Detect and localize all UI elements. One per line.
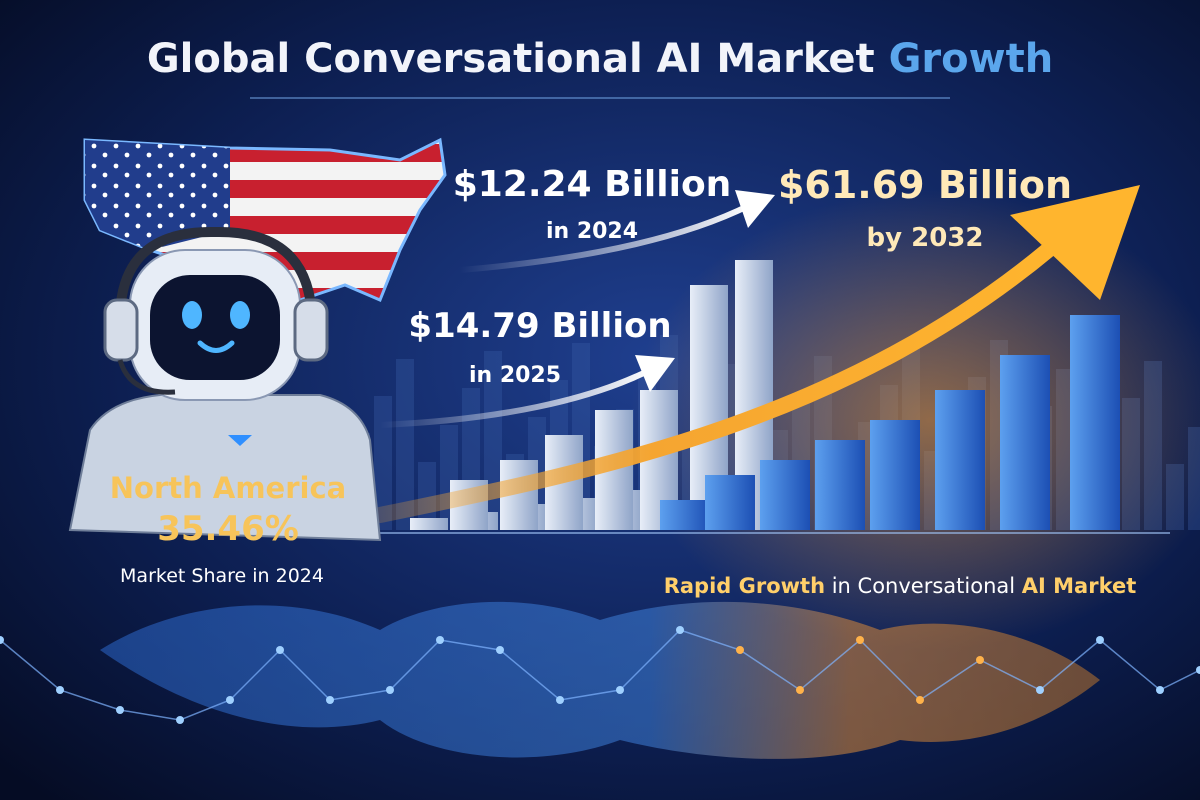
bar xyxy=(1070,315,1120,530)
bar xyxy=(815,440,865,530)
bar xyxy=(935,390,985,530)
headset-mic xyxy=(117,359,176,395)
tagline: Rapid Growth in Conversational AI Market xyxy=(664,574,1137,598)
building xyxy=(396,359,414,530)
flag-canton xyxy=(85,140,230,250)
network-line xyxy=(0,629,1200,721)
network-node xyxy=(976,656,984,664)
headset-ear xyxy=(293,298,329,362)
stat-value: $14.79 Billion xyxy=(408,306,671,346)
stat-value: $61.69 Billion xyxy=(778,163,1072,207)
network-node xyxy=(736,646,744,654)
title: Global Conversational AI Market Growth xyxy=(147,36,1053,82)
region-share: 35.46% xyxy=(157,509,299,549)
robot-badge xyxy=(228,435,252,446)
tagline-accent: AI Market xyxy=(1022,574,1137,598)
stat-caption: in 2024 xyxy=(546,219,638,244)
bar xyxy=(1000,355,1050,530)
robot-face xyxy=(150,275,280,380)
headset-ear xyxy=(103,298,139,362)
arrow-2025-head xyxy=(635,355,675,392)
network-node xyxy=(1036,686,1044,694)
robot-smile xyxy=(197,340,235,353)
bar xyxy=(760,460,810,530)
tagline-lead: Rapid Growth xyxy=(664,574,825,598)
network-node xyxy=(616,686,624,694)
growth-bars xyxy=(410,260,1120,530)
arrow-2025 xyxy=(379,367,652,428)
network-lines xyxy=(0,626,1200,724)
robot-eye xyxy=(182,301,202,329)
robot xyxy=(68,226,382,542)
stat-value: $12.24 Billion xyxy=(453,164,732,205)
network-node xyxy=(1096,636,1104,644)
robot-eye xyxy=(230,301,250,329)
network-node xyxy=(496,646,504,654)
network-node xyxy=(676,626,684,634)
headset xyxy=(115,226,317,321)
bar xyxy=(870,420,920,530)
network-node xyxy=(276,646,284,654)
network-node xyxy=(856,636,864,644)
network-node xyxy=(56,686,64,694)
stat-caption: by 2032 xyxy=(867,223,984,253)
network-node xyxy=(436,636,444,644)
world-map xyxy=(100,601,1100,759)
tagline-middle: in Conversational xyxy=(832,574,1015,598)
region-caption: Market Share in 2024 xyxy=(120,565,324,587)
stat-caption: in 2025 xyxy=(469,363,561,388)
region-name: North America xyxy=(110,471,346,505)
arrow-2024 xyxy=(459,202,752,273)
network-node xyxy=(176,716,184,724)
network-node xyxy=(326,696,334,704)
bar xyxy=(660,500,710,530)
title-main: Global Conversational AI Market xyxy=(147,36,875,82)
growth-arrow xyxy=(372,232,1068,523)
title-accent: Growth xyxy=(889,36,1054,82)
network-node xyxy=(226,696,234,704)
network-node xyxy=(0,636,4,644)
network-node xyxy=(916,696,924,704)
network-node xyxy=(1156,686,1164,694)
network-node xyxy=(556,696,564,704)
growth-arrow-head xyxy=(1010,185,1140,300)
bar xyxy=(410,518,448,530)
network-node xyxy=(116,706,124,714)
network-node xyxy=(1196,666,1200,674)
bar xyxy=(705,475,755,530)
arrow-2024-head xyxy=(735,190,775,228)
building xyxy=(374,396,392,530)
network-node xyxy=(796,686,804,694)
network-node xyxy=(386,686,394,694)
